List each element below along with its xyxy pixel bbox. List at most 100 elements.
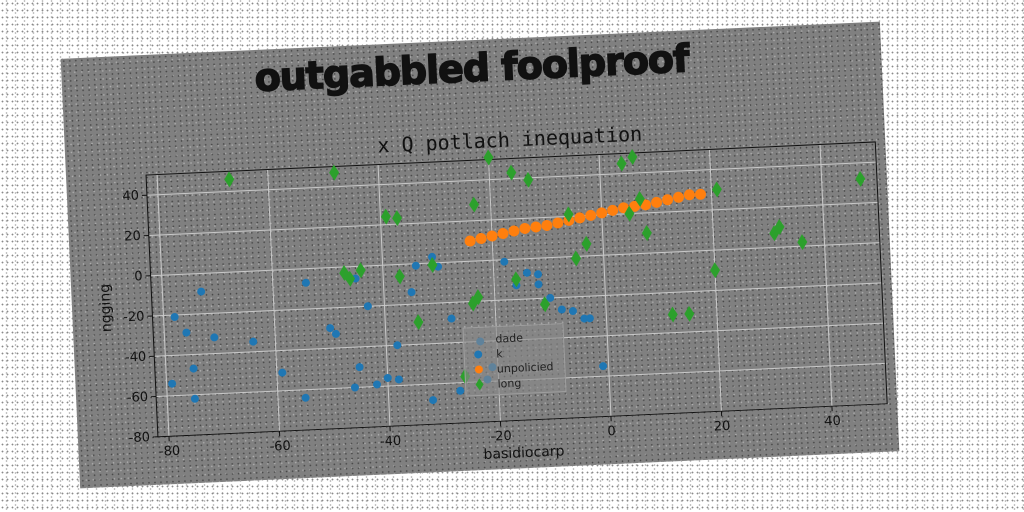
chart-card: outgabbled foolproof -80 -60 -40 -20 0 20 40 -8… xyxy=(60,21,900,489)
data-point-long xyxy=(571,250,582,267)
data-point-long xyxy=(511,271,522,288)
data-point-unpolicied xyxy=(486,230,498,242)
data-point-long xyxy=(710,262,721,279)
legend-label: k xyxy=(496,347,504,360)
data-point-k xyxy=(170,313,179,322)
x-tick-label: -40 xyxy=(380,434,402,450)
data-point-k xyxy=(182,328,191,337)
data-point-unpolicied xyxy=(662,194,674,206)
data-point-long xyxy=(427,256,438,273)
data-point-k xyxy=(278,368,287,377)
y-tick-label: -40 xyxy=(125,350,147,366)
data-point-k xyxy=(428,252,437,261)
data-point-k xyxy=(394,375,403,384)
x-tick-label: 40 xyxy=(824,414,841,430)
data-point-long xyxy=(797,234,808,251)
data-point-long xyxy=(539,296,550,313)
data-point-unpolicied xyxy=(651,196,663,208)
x-grid-line xyxy=(377,164,391,427)
data-point-unpolicied xyxy=(596,207,608,219)
data-point-k xyxy=(585,314,594,323)
legend-label: dade xyxy=(495,331,523,345)
y-tick-label: -20 xyxy=(123,309,145,325)
y-tick-label: 0 xyxy=(134,269,143,284)
data-point-k xyxy=(599,362,608,371)
data-point-long xyxy=(329,164,340,181)
data-point-k xyxy=(500,257,509,266)
x-tick-label: -80 xyxy=(159,444,181,460)
x-tick-label: 0 xyxy=(607,424,616,439)
data-point-k xyxy=(189,364,198,373)
data-point-k xyxy=(456,386,465,395)
data-point-long xyxy=(380,208,391,225)
data-point-k xyxy=(546,293,555,302)
x-tick-label: 20 xyxy=(714,419,731,435)
data-point-k xyxy=(350,383,359,392)
y-grid-line xyxy=(150,242,880,277)
data-point-k xyxy=(429,396,438,405)
legend-box xyxy=(462,323,567,397)
data-point-k xyxy=(411,261,420,270)
data-point-unpolicied xyxy=(464,235,476,247)
data-point-long xyxy=(506,164,517,181)
data-point-k xyxy=(301,278,310,287)
data-point-k xyxy=(363,302,372,311)
x-tick-label: -20 xyxy=(490,429,512,445)
data-point-long xyxy=(467,295,478,312)
data-point-long xyxy=(483,149,494,166)
legend-label: unpolicied xyxy=(497,360,554,376)
data-point-unpolicied xyxy=(683,189,695,201)
data-point-k xyxy=(168,379,177,388)
data-point-long xyxy=(413,314,424,331)
data-point-k xyxy=(568,307,577,316)
data-point-unpolicied xyxy=(530,221,542,233)
data-marks xyxy=(168,149,866,405)
data-point-unpolicied xyxy=(475,233,487,245)
x-grid-line xyxy=(709,149,722,412)
data-point-long xyxy=(855,170,866,187)
x-grid-line xyxy=(598,154,612,417)
data-point-long xyxy=(774,219,785,235)
data-point-k xyxy=(522,268,531,277)
data-point-long xyxy=(634,191,645,208)
x-grid-line xyxy=(819,144,833,407)
data-point-unpolicied xyxy=(552,217,564,229)
axis-ticks: -80 -60 -40 -20 0 20 40 -80 -60 -40 -20 0 20 40 xyxy=(122,189,841,460)
legend-label: long xyxy=(497,377,521,391)
data-point-long xyxy=(711,181,722,198)
data-point-unpolicied xyxy=(672,191,684,203)
y-tick-label: 40 xyxy=(122,189,139,205)
y-tick-label: 20 xyxy=(124,229,141,245)
data-point-unpolicied xyxy=(541,219,553,231)
data-point-long xyxy=(624,205,635,222)
data-point-long xyxy=(355,262,366,279)
data-point-k xyxy=(190,394,199,403)
data-point-k xyxy=(534,280,543,289)
data-point-k xyxy=(210,333,219,342)
legend-marker xyxy=(475,378,484,391)
legend-marker xyxy=(474,365,483,374)
data-point-unpolicied xyxy=(574,212,586,224)
data-point-k xyxy=(197,287,206,296)
y-grid-line xyxy=(148,201,879,236)
data-point-unpolicied xyxy=(607,204,619,216)
scatter-plot: -80 -60 -40 -20 0 20 40 -80 -60 -40 -20 0 20 40 x Q p… xyxy=(97,122,888,463)
data-point-k xyxy=(301,393,310,402)
data-point-k xyxy=(326,324,335,333)
y-tick-label: -60 xyxy=(127,390,149,406)
data-point-k xyxy=(383,373,392,382)
y-grid-line xyxy=(152,282,882,317)
data-point-long xyxy=(667,306,678,323)
data-point-k xyxy=(393,341,402,350)
x-axis-label: basidiocarp xyxy=(483,443,565,463)
data-point-k xyxy=(331,329,340,338)
x-tick-label: -60 xyxy=(269,439,291,455)
data-point-long xyxy=(468,196,479,213)
y-tick-label: -80 xyxy=(128,430,150,446)
data-point-unpolicied xyxy=(695,188,707,200)
data-point-k xyxy=(407,288,416,297)
data-point-long xyxy=(224,171,235,188)
data-point-unpolicied xyxy=(629,200,641,212)
data-point-k xyxy=(372,380,381,389)
chart-title: x Q potlach inequation xyxy=(377,122,643,158)
